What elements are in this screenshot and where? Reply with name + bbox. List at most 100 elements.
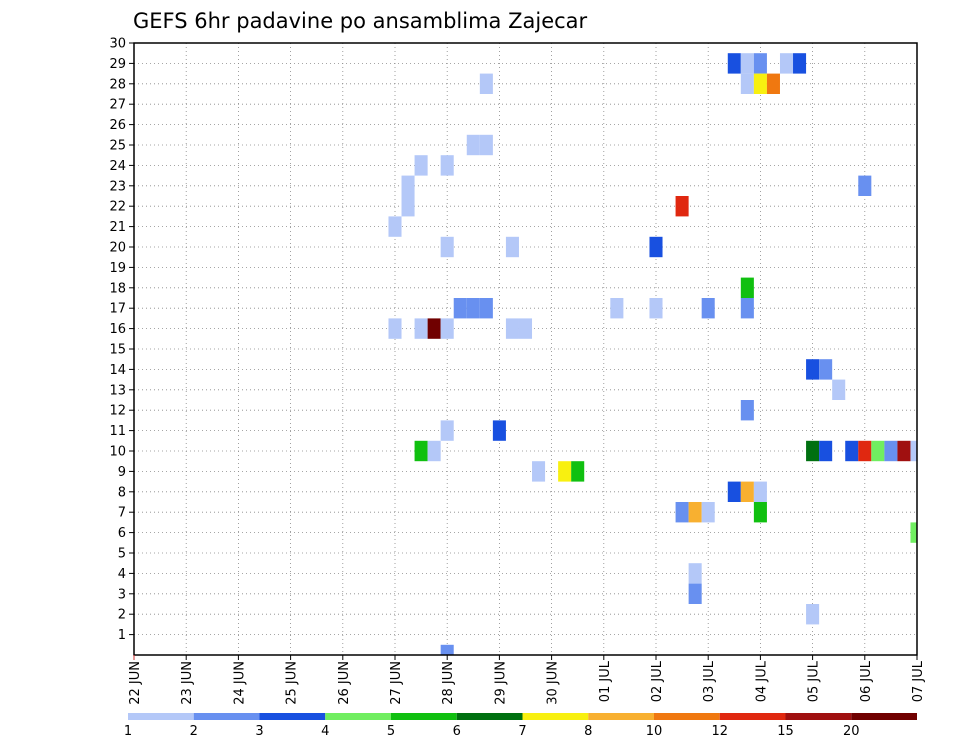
colorbar-label: 7 (518, 724, 526, 739)
y-tick-label: 28 (109, 77, 126, 92)
heatmap-cell (766, 73, 780, 94)
heatmap-cell (740, 298, 754, 319)
colorbar-label: 15 (777, 724, 794, 739)
y-tick-label: 14 (109, 363, 126, 378)
heatmap-cell (806, 440, 820, 462)
heatmap-cell (388, 216, 402, 237)
heatmap-cell (466, 134, 480, 156)
colorbar-label: 8 (584, 724, 592, 739)
heatmap-cell (610, 298, 624, 319)
heatmap-cell (505, 318, 519, 339)
heatmap-cell (871, 440, 885, 462)
y-tick-label: 12 (109, 404, 126, 419)
y-tick-label: 15 (109, 343, 126, 358)
heatmap-cell (910, 522, 917, 543)
x-tick-label: 03 JUL (702, 660, 717, 702)
heatmap-cell (793, 53, 807, 74)
heatmap-cell (649, 236, 663, 258)
heatmap-cell (740, 73, 754, 94)
y-tick-label: 22 (109, 200, 126, 215)
x-tick-label: 04 JUL (754, 660, 769, 702)
x-tick-label: 24 JUN (232, 661, 247, 705)
heatmap-cell (858, 175, 872, 196)
heatmap-cell (440, 236, 454, 258)
heatmap-cell (819, 359, 833, 380)
heatmap-cell (779, 53, 794, 74)
y-tick-label: 17 (109, 302, 126, 317)
colorbar-label: 3 (255, 724, 263, 739)
heatmap-cell (753, 73, 767, 94)
y-tick-label: 24 (109, 159, 126, 174)
y-tick-label: 29 (109, 57, 126, 72)
heatmap-cell (727, 481, 741, 502)
y-tick-label: 4 (118, 567, 126, 582)
x-tick-label: 06 JUL (859, 660, 874, 702)
heatmap-cell (832, 379, 846, 400)
y-tick-label: 7 (118, 506, 126, 521)
heatmap-cell (675, 196, 689, 217)
colorbar-label: 6 (453, 724, 461, 739)
x-tick-label: 23 JUN (180, 661, 195, 705)
heatmap-cell (740, 400, 754, 421)
y-tick-label: 18 (109, 281, 126, 296)
heatmap-cell (427, 440, 441, 462)
colorbar-swatch (785, 713, 852, 720)
heatmap-cell (649, 298, 663, 319)
heatmap-cell (688, 583, 702, 604)
colorbar-label: 5 (387, 724, 395, 739)
heatmap-cell (440, 318, 454, 339)
heatmap-cell (910, 440, 917, 462)
y-tick-label: 5 (118, 547, 126, 562)
y-tick-label: 20 (109, 241, 126, 256)
heatmap-cell (414, 440, 428, 462)
y-tick-label: 23 (109, 179, 126, 194)
heatmap-cell (492, 420, 506, 441)
heatmap-cell (845, 440, 859, 462)
heatmap-cell (740, 277, 754, 298)
y-tick-label: 27 (109, 98, 126, 113)
x-tick-label: 30 JUN (546, 661, 561, 705)
colorbar-swatch (456, 713, 523, 720)
x-tick-label: 05 JUL (807, 660, 822, 702)
y-tick-label: 6 (118, 526, 126, 541)
heatmap-cell (558, 461, 572, 482)
y-tick-label: 3 (118, 587, 126, 602)
x-tick-label: 07 JUL (911, 660, 926, 702)
colorbar-swatch (719, 713, 786, 720)
y-tick-label: 9 (118, 465, 126, 480)
x-tick-label: 29 JUN (493, 661, 508, 705)
colorbar-swatch (588, 713, 654, 720)
x-tick-label: 28 JUN (441, 661, 456, 705)
y-tick-label: 26 (109, 118, 126, 133)
heatmap-cell (479, 298, 493, 319)
heatmap-cell (571, 461, 585, 482)
heatmap-cell (440, 644, 454, 655)
heatmap-cell (401, 175, 415, 196)
heatmap-cell (440, 420, 454, 441)
y-tick-label: 8 (118, 485, 126, 500)
heatmap-cell (427, 318, 441, 339)
colorbar-label: 12 (711, 724, 728, 739)
colorbar-label: 4 (321, 724, 329, 739)
colorbar-swatch (654, 713, 720, 720)
x-tick-label: 02 JUL (650, 660, 665, 702)
heatmap-cell (819, 440, 833, 462)
heatmap-cell (753, 53, 767, 74)
colorbar-label: 10 (646, 724, 663, 739)
colorbar-swatch (128, 713, 194, 720)
heatmap-cell (753, 502, 767, 523)
heatmap-cell (688, 502, 702, 523)
y-tick-label: 30 (109, 37, 126, 52)
colorbar-swatch (522, 713, 589, 720)
colorbar-label: 2 (190, 724, 198, 739)
x-tick-label: 27 JUN (389, 661, 404, 705)
colorbar-swatch (193, 713, 260, 720)
y-tick-label: 21 (109, 220, 126, 235)
colorbar-label: 20 (843, 724, 860, 739)
heatmap-cell (858, 440, 872, 462)
y-tick-label: 2 (118, 608, 126, 623)
heatmap-cell (518, 318, 533, 339)
heatmap-cell (440, 155, 454, 176)
heatmap-cell (727, 53, 741, 74)
colorbar-swatch (851, 713, 917, 720)
